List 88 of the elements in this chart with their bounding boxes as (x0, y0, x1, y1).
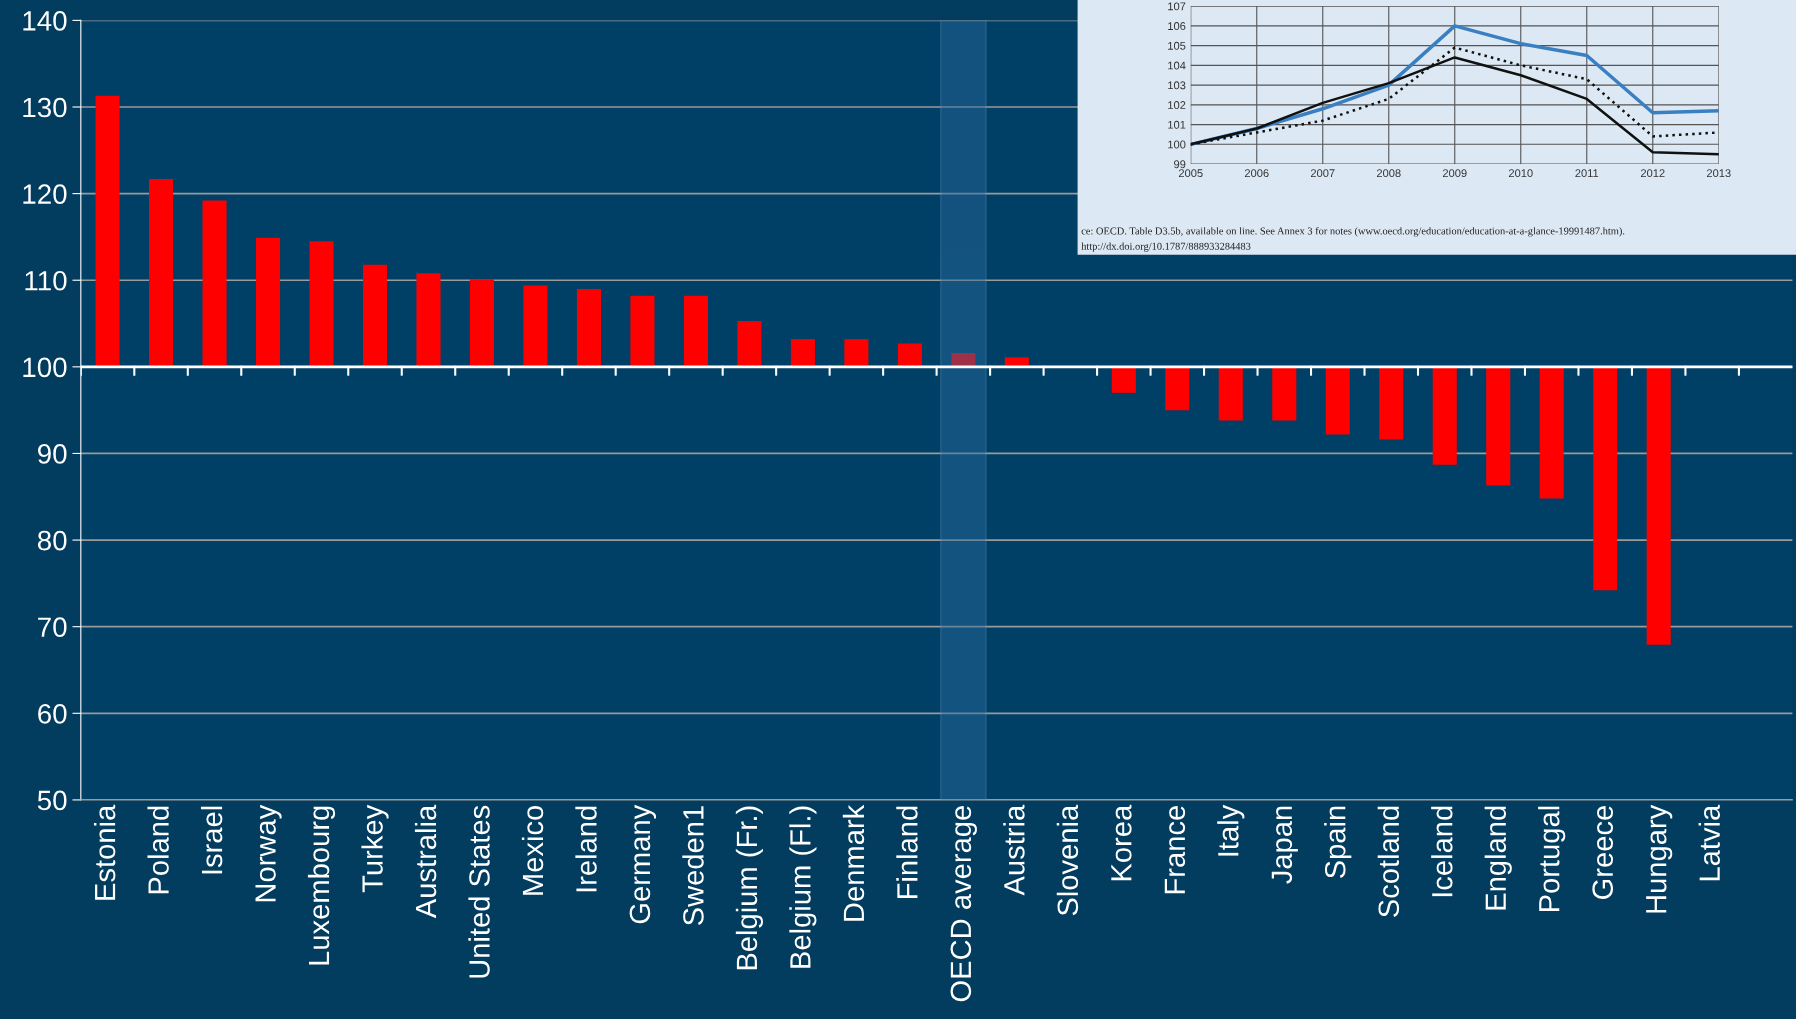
x-tick-label: Italy (1217, 804, 1245, 856)
x-tick-label: France (1164, 806, 1186, 894)
y-tick-label: 100 (1168, 140, 1186, 149)
x-tick-label: Norway (255, 804, 282, 902)
y-tick-label: 105 (1168, 41, 1186, 50)
y-tick-label: 130 (23, 97, 67, 118)
y-tick-label: 103 (1168, 81, 1186, 90)
x-tick-label: Hungary (1646, 804, 1673, 913)
x-tick-label: 2010 (1508, 169, 1533, 178)
x-tick-label: Germany (629, 804, 657, 924)
x-tick-label: Portugal (1538, 806, 1566, 912)
x-tick-label: Australia (414, 804, 437, 919)
bar (1272, 366, 1297, 421)
x-tick-label: Poland (147, 806, 169, 894)
bar (1379, 366, 1404, 440)
x-tick-label: Slovenia (1056, 804, 1079, 916)
bar (630, 295, 655, 367)
y-tick-label: 50 (37, 790, 67, 811)
x-tick-label: Iceland (1431, 806, 1453, 897)
y-tick-label: 140 (23, 11, 67, 31)
bar (897, 343, 922, 367)
bar (683, 295, 708, 367)
y-tick-label: 106 (1168, 22, 1186, 30)
x-tick-label: 2007 (1310, 169, 1335, 178)
y-tick-label: 100 (23, 357, 67, 378)
bar (1486, 366, 1511, 486)
x-tick-label: England (1484, 806, 1512, 910)
x-tick-label: 2012 (1640, 169, 1665, 178)
annotation: ce: OECD. Table D3.5b, available on line. See Annex 3 for notes (www.oecd.org/education/education-at-a-glance-19991487.htm). (1081, 227, 1625, 237)
x-tick-label: United States (468, 805, 490, 978)
x-tick-label: Estonia (93, 804, 116, 900)
y-tick-label: 90 (38, 444, 67, 464)
y-tick-label: 102 (1168, 101, 1186, 109)
x-tick-label: Belgium (Fl.) (789, 806, 817, 968)
bar (1111, 366, 1136, 393)
bar (1165, 366, 1190, 411)
bar (737, 320, 762, 367)
x-tick-label: Ireland (575, 806, 597, 892)
bar (1593, 366, 1618, 591)
x-tick-label: Greece (1592, 806, 1614, 899)
x-tick-label: 2009 (1442, 169, 1467, 178)
bar (1432, 366, 1457, 465)
x-tick-label: OECD average (950, 806, 977, 1002)
bar (202, 200, 227, 367)
bar (1218, 366, 1243, 421)
x-tick-label: Sweden1 (682, 806, 704, 926)
x-tick-label: 2005 (1178, 169, 1203, 178)
bar (149, 178, 174, 367)
bar (576, 288, 601, 367)
bar (255, 237, 281, 367)
x-tick-label: Turkey (361, 804, 389, 893)
bar (416, 273, 441, 367)
x-tick-label: Mexico (521, 806, 544, 895)
bar (362, 264, 388, 367)
x-tick-label: Belgium (Fr.) (735, 806, 763, 970)
bar (1325, 366, 1350, 435)
x-tick-label: Korea (1111, 804, 1132, 881)
y-tick-label: 120 (23, 184, 67, 204)
y-tick-label: 60 (38, 703, 67, 724)
y-tick-label: 107 (1168, 2, 1186, 11)
bar (790, 339, 815, 367)
bar (1646, 366, 1671, 645)
x-tick-label: 2006 (1244, 169, 1269, 178)
y-tick-label: 70 (38, 617, 67, 638)
bar (95, 95, 120, 367)
x-tick-label: Finland (896, 806, 918, 899)
bar (523, 285, 548, 367)
y-tick-label: 80 (37, 530, 67, 551)
x-tick-label: Scotland (1377, 806, 1400, 917)
y-tick-label: 104 (1168, 61, 1186, 70)
x-tick-label: 2008 (1376, 169, 1401, 178)
bar (309, 241, 334, 367)
x-tick-label: Japan (1271, 806, 1298, 884)
x-tick-label: 2013 (1706, 169, 1731, 178)
x-tick-label: 2011 (1575, 169, 1599, 178)
x-tick-label: Denmark (842, 804, 865, 921)
bar (1539, 366, 1564, 499)
bar (844, 339, 869, 367)
x-tick-label: Austria (1003, 804, 1025, 896)
x-tick-label: Israel (200, 806, 223, 874)
y-tick-label: 99 (1174, 160, 1186, 169)
x-tick-label: Latvia (1698, 804, 1721, 881)
x-tick-label: Spain (1324, 806, 1352, 879)
bar (469, 279, 495, 367)
x-tick-label: Luxembourg (307, 806, 336, 965)
annotation: http://dx.doi.org/10.1787/888933284483 (1081, 242, 1251, 252)
y-tick-label: 110 (25, 270, 67, 291)
y-tick-label: 101 (1168, 120, 1186, 129)
